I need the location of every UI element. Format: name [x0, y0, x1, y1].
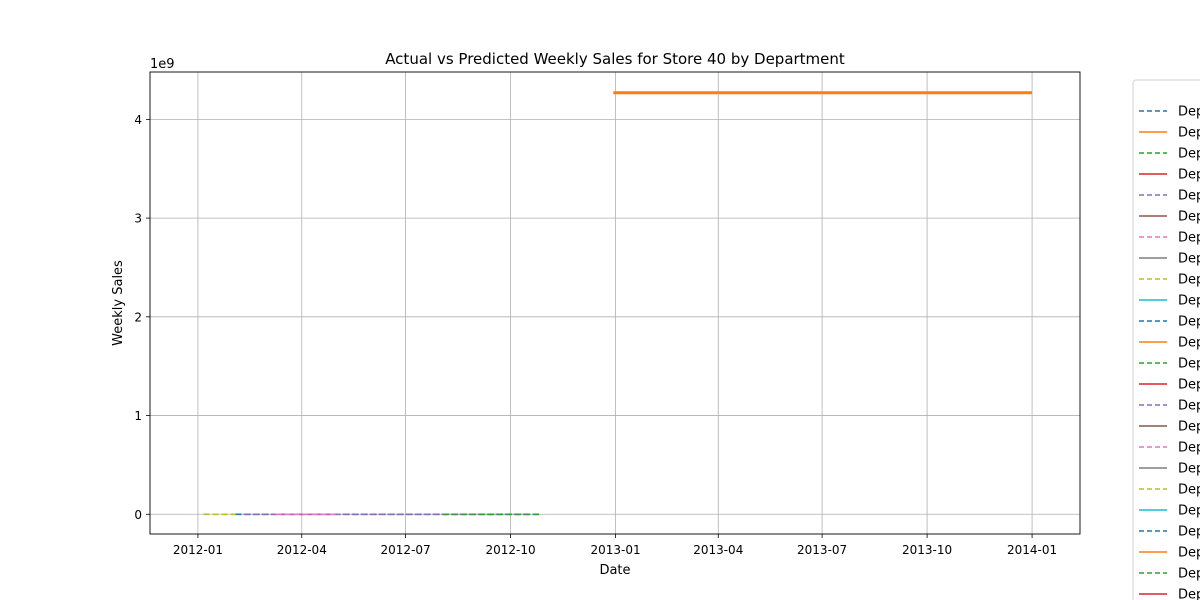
legend-entry-label: Dep — [1178, 105, 1200, 120]
chart-title: Actual vs Predicted Weekly Sales for Sto… — [385, 50, 845, 68]
legend-entry-label: Dep — [1178, 525, 1200, 540]
legend-entry-label: Dep — [1178, 546, 1200, 561]
legend-entry-label: Dep — [1178, 336, 1200, 351]
y-offset-label: 1e9 — [150, 57, 175, 72]
legend-entry-label: Dep — [1178, 189, 1200, 204]
y-tick-label: 1 — [134, 409, 142, 423]
x-tick-label: 2012-10 — [486, 543, 536, 557]
y-axis-ticks: 0 1 2 3 4 — [134, 113, 150, 522]
x-tick-label: 2013-07 — [797, 543, 847, 557]
legend-entry-label: Dep — [1178, 567, 1200, 582]
y-tick-label: 3 — [134, 212, 142, 226]
x-axis-ticks: 2012-01 2012-04 2012-07 2012-10 2013-01 2013-… — [173, 534, 1057, 557]
x-tick-label: 2014-01 — [1007, 543, 1057, 557]
legend-entry-label: Dep — [1178, 504, 1200, 519]
x-tick-label: 2013-10 — [902, 543, 952, 557]
x-tick-label: 2012-01 — [173, 543, 223, 557]
plot-frame — [149, 71, 1081, 535]
legend-entry-label: Dep — [1178, 231, 1200, 246]
legend-box — [1132, 79, 1200, 600]
x-tick-label: 2012-07 — [381, 543, 431, 557]
y-tick-label: 2 — [134, 310, 142, 324]
legend-entry-label: Dep — [1178, 252, 1200, 267]
y-tick-label: 4 — [134, 113, 142, 127]
legend: Dep Dep Dep Dep Dep Dep Dep Dep Dep Dep Dep Dep Dep D… — [1132, 79, 1200, 600]
grid-lines — [150, 72, 1080, 534]
x-axis-label: Date — [599, 563, 630, 578]
legend-entry-label: Dep — [1178, 294, 1200, 309]
legend-entry-label: Dep — [1178, 462, 1200, 477]
x-tick-label: 2013-01 — [591, 543, 641, 557]
legend-entry-label: Dep — [1178, 315, 1200, 330]
legend-entry-label: Dep — [1178, 441, 1200, 456]
y-tick-label: 0 — [134, 508, 142, 522]
legend-entry-label: Dep — [1178, 273, 1200, 288]
x-tick-label: 2013-04 — [693, 543, 743, 557]
series-lines — [203, 91, 1033, 516]
legend-entry-label: Dep — [1178, 147, 1200, 162]
x-tick-label: 2012-04 — [277, 543, 327, 557]
legend-entry-label: Dep — [1178, 210, 1200, 225]
y-axis-label: Weekly Sales — [111, 260, 126, 346]
legend-entry-label: Dep — [1178, 126, 1200, 141]
legend-entry-label: Dep — [1178, 399, 1200, 414]
legend-entry-label: Dep — [1178, 357, 1200, 372]
legend-entry-label: Dep — [1178, 378, 1200, 393]
legend-entry-label: Dep — [1178, 168, 1200, 183]
legend-entry-label: Dep — [1178, 588, 1200, 600]
legend-entry-label: Dep — [1178, 420, 1200, 435]
legend-entry-label: Dep — [1178, 483, 1200, 498]
